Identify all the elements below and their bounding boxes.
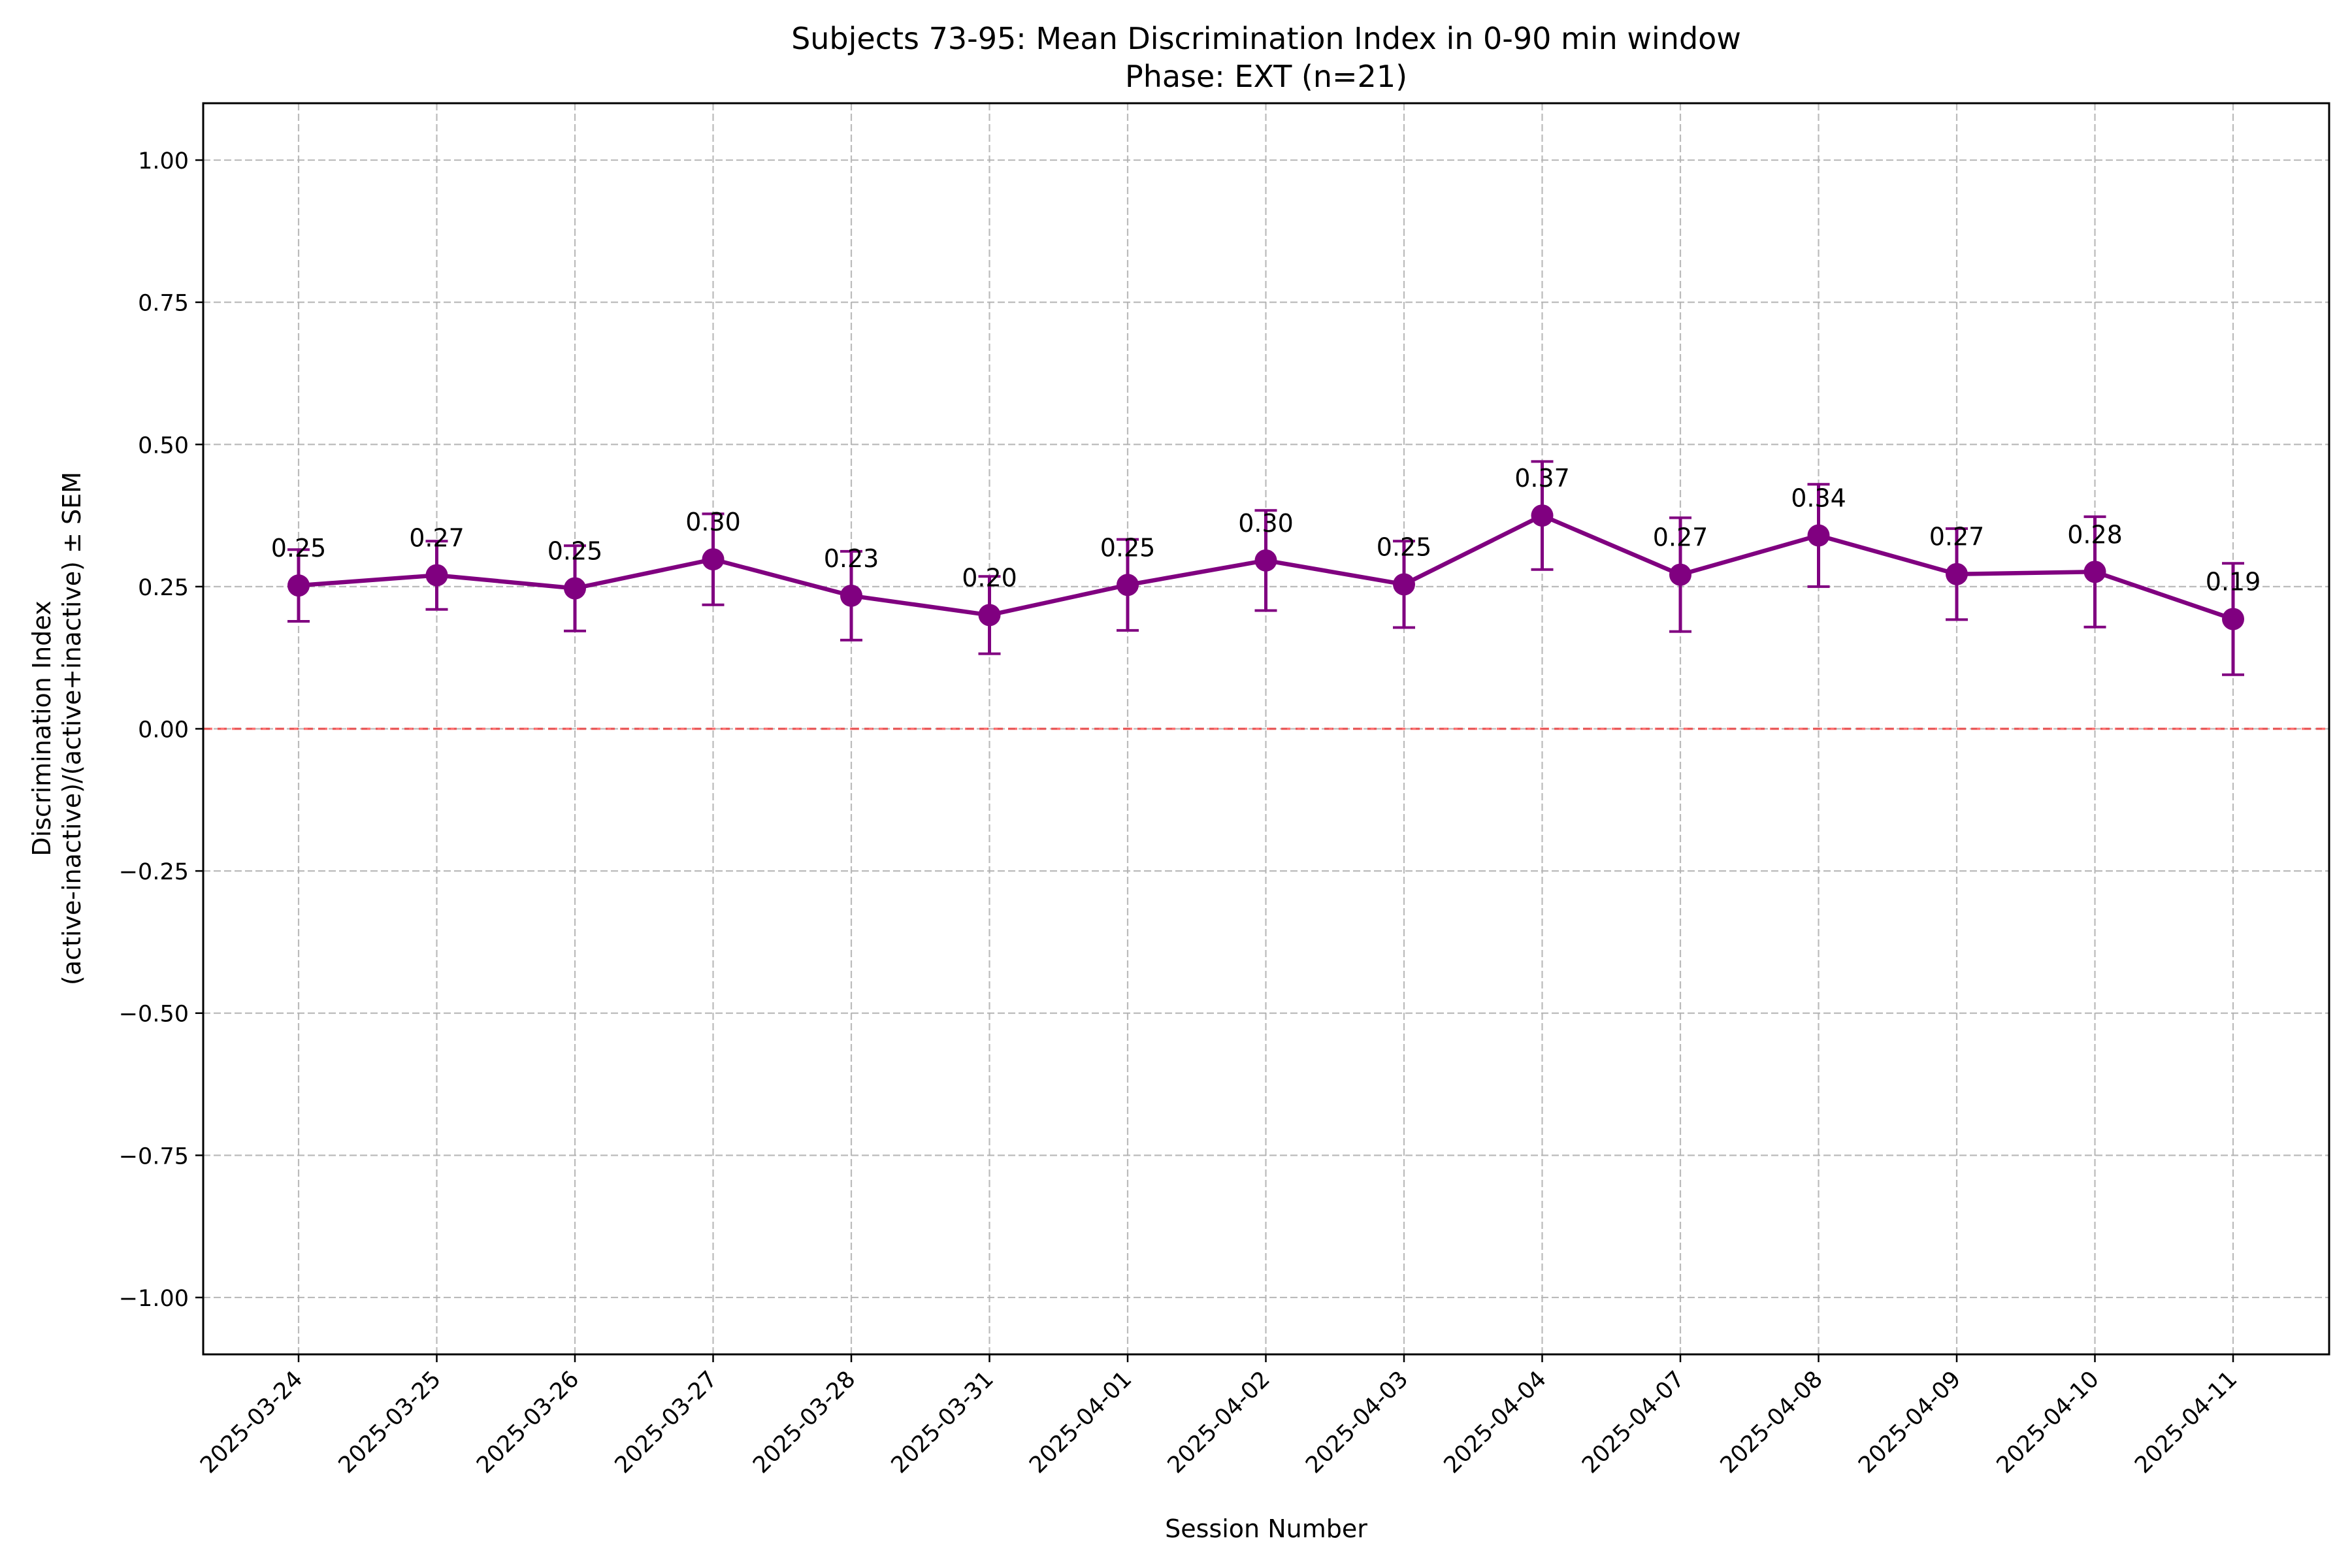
data-point	[1807, 524, 1830, 547]
data-point	[702, 548, 725, 571]
data-points	[287, 504, 2244, 630]
data-point	[2222, 608, 2244, 630]
y-tick-label: 1.00	[138, 148, 189, 174]
y-axis-label-line2: (active-inactive)/(active+inactive) ± SE…	[57, 472, 86, 985]
data-label: 0.28	[2067, 520, 2123, 549]
data-label: 0.30	[685, 508, 741, 536]
y-tick-label: 0.25	[138, 575, 189, 601]
data-label: 0.34	[1791, 484, 1846, 513]
y-tick-label: −0.25	[119, 859, 189, 885]
data-label: 0.25	[1377, 532, 1432, 561]
data-point	[564, 577, 586, 600]
data-point	[978, 604, 1001, 627]
data-point	[425, 564, 448, 587]
data-point	[1946, 563, 1968, 585]
data-point	[2083, 561, 2106, 583]
y-tick-label: −0.50	[119, 1002, 189, 1028]
data-label: 0.25	[271, 534, 327, 563]
data-point	[1117, 574, 1139, 596]
error-bars	[287, 460, 2244, 676]
data-point	[840, 584, 862, 607]
plot-frame	[202, 102, 2330, 1356]
data-label: 0.25	[547, 536, 603, 565]
data-label: 0.19	[2206, 568, 2261, 596]
y-axis: −1.00 −0.75 −0.50 −0.25 0.00 0.25 0.50 0.75 1.00	[119, 148, 203, 1312]
data-label: 0.25	[1100, 533, 1156, 562]
data-point	[1393, 573, 1415, 596]
y-axis-label-line1: Discrimination Index	[27, 600, 56, 856]
data-point	[1531, 504, 1554, 527]
data-point	[1254, 549, 1277, 572]
data-point	[1669, 563, 1691, 586]
y-tick-label: 0.75	[138, 291, 189, 317]
data-labels: 0.25 0.27 0.25 0.30 0.23 0.20 0.25 0.30 0.25 0.37…	[271, 464, 2261, 596]
y-tick-label: 0.00	[138, 717, 189, 743]
chart-title: Subjects 73-95: Mean Discrimination Inde…	[791, 21, 1741, 56]
data-label: 0.37	[1514, 464, 1570, 493]
x-axis-label: Session Number	[1165, 1514, 1367, 1543]
data-label: 0.27	[1653, 523, 1708, 552]
data-point	[287, 574, 310, 597]
data-label: 0.27	[409, 523, 465, 552]
data-label: 0.23	[824, 544, 879, 573]
y-tick-label: −1.00	[119, 1286, 189, 1312]
data-label: 0.20	[962, 563, 1017, 592]
data-label: 0.27	[1929, 523, 1985, 551]
y-tick-label: 0.50	[138, 433, 189, 459]
data-label: 0.30	[1238, 509, 1294, 538]
chart-subtitle: Phase: EXT (n=21)	[1125, 59, 1407, 94]
y-tick-label: −0.75	[119, 1143, 189, 1169]
